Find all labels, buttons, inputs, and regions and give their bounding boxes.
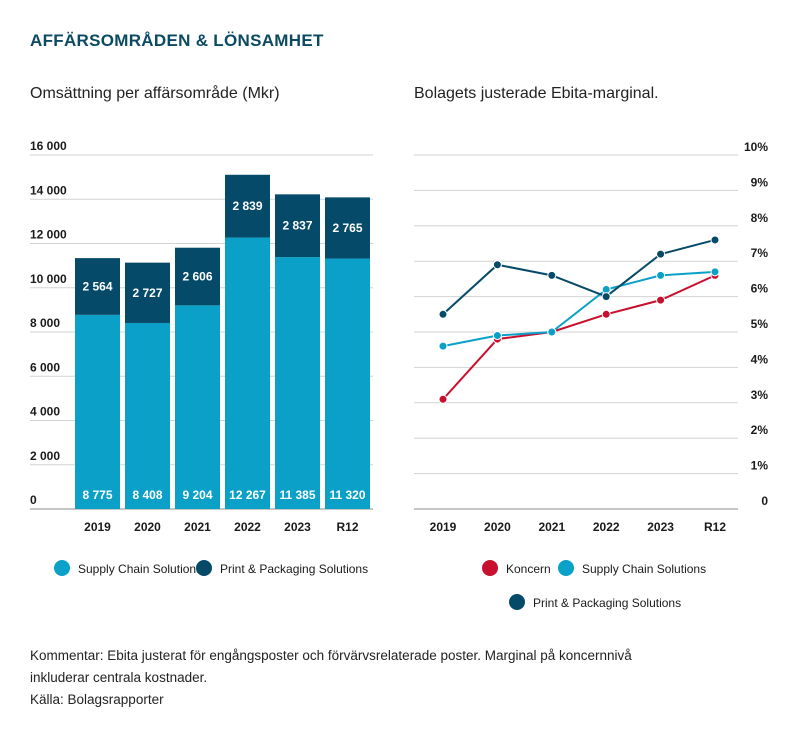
bar-value-label-print-packaging-solutions-2022: 2 839	[232, 199, 262, 213]
bar-ytick-label-1: 2 000	[30, 449, 60, 463]
bar-value-label-print-packaging-solutions-2021: 2 606	[182, 270, 212, 284]
bar-legend-label-print-packaging-solutions: Print & Packaging Solutions	[220, 562, 368, 576]
line-point-supply-chain-solutions-2023	[656, 270, 666, 280]
footnote: Kommentar: Ebita justerat för engångspos…	[30, 645, 770, 711]
bar-print-packaging-solutions-2020	[125, 262, 170, 323]
bar-print-packaging-solutions-2021	[175, 247, 220, 306]
bar-xtick-label-2022: 2022	[234, 520, 261, 534]
line-legend-label-koncern: Koncern	[506, 562, 551, 576]
bar-value-label-supply-chain-solutions-2022: 12 267	[229, 488, 266, 502]
bar-print-packaging-solutions-2019	[75, 258, 120, 315]
bar-value-label-print-packaging-solutions-2020: 2 727	[132, 286, 162, 300]
line-point-koncern-2023	[656, 295, 666, 305]
bar-legend-label-supply-chain-solutions: Supply Chain Solutions	[78, 562, 202, 576]
line-point-supply-chain-solutions-2021	[547, 327, 557, 337]
bar-print-packaging-solutions-2023	[275, 194, 320, 258]
line-point-print-packaging-solutions-2021	[547, 270, 557, 280]
line-point-print-packaging-solutions-2022	[601, 292, 611, 302]
bar-print-packaging-solutions-2022	[225, 174, 270, 238]
bar-chart-title: Omsättning per affärsområde (Mkr)	[30, 85, 280, 102]
bar-xtick-label-2021: 2021	[184, 520, 211, 534]
line-ytick-label-8: 8%	[751, 211, 769, 225]
line-xtick-label-2020: 2020	[484, 520, 511, 534]
bar-value-label-supply-chain-solutions-r12: 11 320	[329, 488, 365, 502]
bar-supply-chain-solutions-2023	[275, 257, 320, 509]
bar-supply-chain-solutions-2022	[225, 237, 270, 509]
footnote-comment: Kommentar: Ebita justerat för engångspos…	[30, 648, 632, 663]
charts-canvas: 0 2 000 4 000 6 000 8 000 10 000 12 000 14 000 1…	[30, 139, 769, 610]
line-legend-label-supply-chain-solutions: Supply Chain Solutions	[582, 562, 706, 576]
bar-value-label-supply-chain-solutions-2019: 8 775	[82, 488, 112, 502]
bar-ytick-label-7: 14 000	[30, 183, 67, 197]
line-xtick-label-2023: 2023	[647, 520, 674, 534]
line-xtick-label-2022: 2022	[593, 520, 620, 534]
line-point-print-packaging-solutions-2020	[492, 260, 502, 270]
bar-xtick-label-r12: R12	[336, 520, 358, 534]
line-legend-label-print-packaging-solutions: Print & Packaging Solutions	[533, 596, 681, 610]
bar-ytick-label-6: 12 000	[30, 228, 67, 242]
line-legend-marker-supply-chain-solutions	[558, 560, 574, 576]
bar-xtick-label-2023: 2023	[284, 520, 311, 534]
line-point-supply-chain-solutions-r12	[710, 267, 720, 277]
line-chart-title: Bolagets justerade Ebita-marginal.	[414, 85, 659, 102]
bar-ytick-label-4: 8 000	[30, 316, 60, 330]
bar-ytick-label-2: 4 000	[30, 405, 60, 419]
line-point-print-packaging-solutions-2023	[656, 249, 666, 259]
page-title: AFFÄRSOMRÅDEN & LÖNSAMHET	[30, 31, 324, 50]
line-ytick-label-9: 9%	[751, 175, 769, 189]
line-xtick-label-2021: 2021	[538, 520, 565, 534]
footnote-source: Källa: Bolagsrapporter	[30, 692, 164, 707]
bar-supply-chain-solutions-r12	[325, 258, 370, 509]
line-xtick-label-2019: 2019	[430, 520, 457, 534]
bar-value-label-print-packaging-solutions-2019: 2 564	[82, 279, 112, 293]
line-point-supply-chain-solutions-2019	[438, 341, 448, 351]
line-point-print-packaging-solutions-r12	[710, 235, 720, 245]
bar-ytick-label-5: 10 000	[30, 272, 67, 286]
bar-xtick-label-2019: 2019	[84, 520, 111, 534]
bar-ytick-label-0: 0	[30, 493, 37, 507]
line-ytick-label-5: 5%	[751, 317, 769, 331]
line-ytick-label-3: 3%	[751, 388, 769, 402]
line-point-supply-chain-solutions-2020	[492, 331, 502, 341]
bar-supply-chain-solutions-2020	[125, 322, 170, 509]
line-series-print-packaging-solutions	[442, 238, 716, 316]
line-point-print-packaging-solutions-2019	[438, 309, 448, 319]
bar-ytick-label-3: 6 000	[30, 360, 60, 374]
line-legend-marker-print-packaging-solutions	[509, 594, 525, 610]
bar-ytick-label-8: 16 000	[30, 139, 67, 153]
footnote-comment-cont: inkluderar centrala kostnader.	[30, 670, 208, 685]
line-point-koncern-2022	[601, 309, 611, 319]
line-ytick-label-7: 7%	[751, 246, 769, 260]
line-ytick-label-6: 6%	[751, 282, 769, 296]
line-series-supply-chain-solutions	[442, 270, 716, 348]
line-ytick-label-2: 2%	[751, 423, 769, 437]
line-point-koncern-2019	[438, 394, 448, 404]
line-xtick-label-r12: R12	[704, 520, 726, 534]
bar-xtick-label-2020: 2020	[134, 520, 161, 534]
line-ytick-label-1: 1%	[751, 459, 769, 473]
line-ytick-label-4: 4%	[751, 352, 769, 366]
bar-value-label-print-packaging-solutions-r12: 2 765	[332, 221, 362, 235]
bar-print-packaging-solutions-r12	[325, 197, 370, 259]
line-legend-marker-koncern	[482, 560, 498, 576]
bar-value-label-print-packaging-solutions-2023: 2 837	[282, 219, 312, 233]
line-ytick-label-10: 10%	[744, 140, 768, 154]
line-series-koncern	[442, 274, 716, 400]
bar-value-label-supply-chain-solutions-2023: 11 385	[279, 488, 315, 502]
bar-supply-chain-solutions-2019	[75, 314, 120, 509]
bar-value-label-supply-chain-solutions-2020: 8 408	[132, 488, 162, 502]
bar-legend-marker-print-packaging-solutions	[196, 560, 212, 576]
bar-legend-marker-supply-chain-solutions	[54, 560, 70, 576]
line-ytick-label-0: 0	[761, 494, 768, 508]
bar-supply-chain-solutions-2021	[175, 305, 220, 509]
bar-value-label-supply-chain-solutions-2021: 9 204	[182, 488, 212, 502]
